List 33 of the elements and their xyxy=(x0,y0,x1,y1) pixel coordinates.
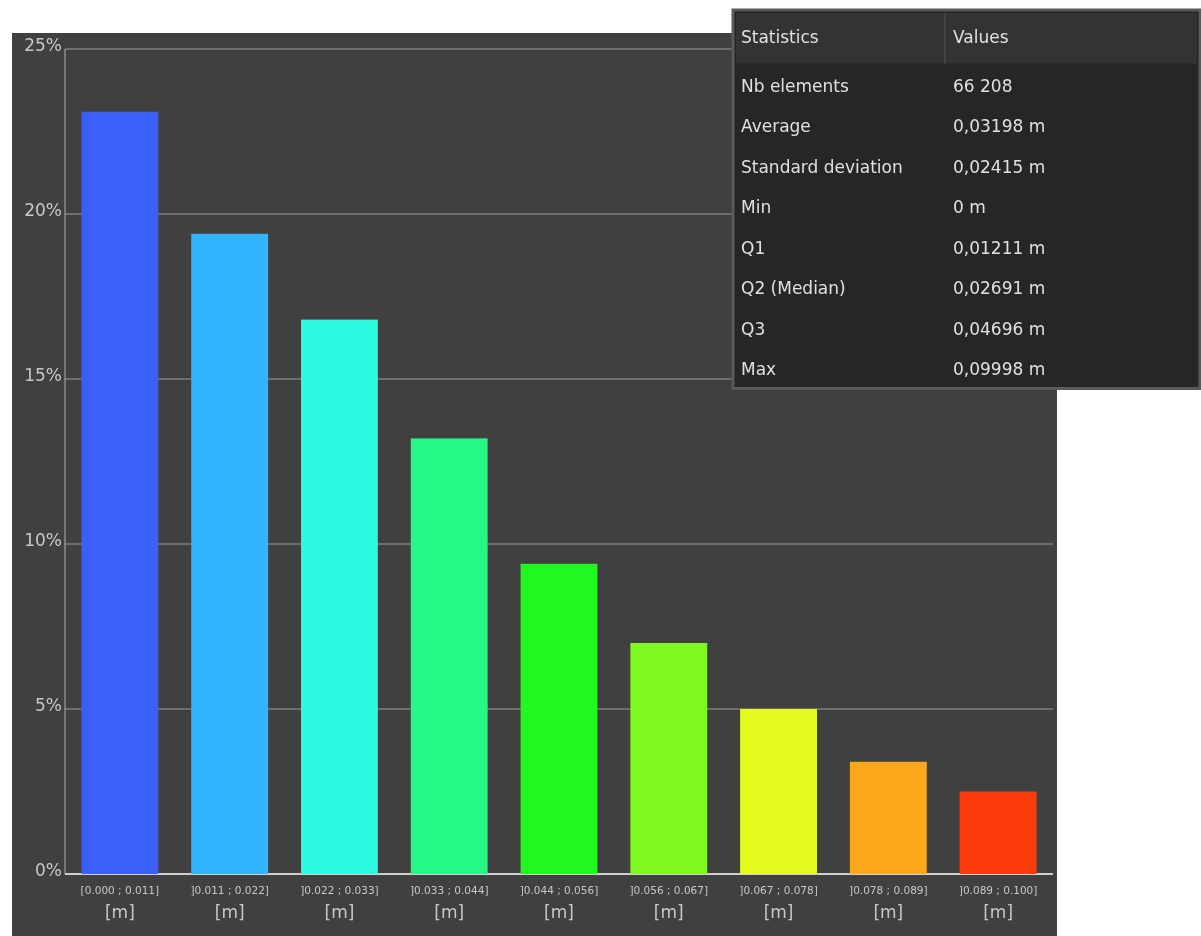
annotation: Q1 xyxy=(741,237,766,258)
annotation: Average xyxy=(741,116,811,136)
annotation: 0,09998 m xyxy=(953,359,1046,379)
annotation: Min xyxy=(741,197,772,217)
y-tick-label: 25% xyxy=(24,34,62,55)
x-tick-label: ]0.067 ; 0.078] [m] xyxy=(739,884,818,922)
annotation: Standard deviation xyxy=(741,156,903,177)
annotation: Nb elements xyxy=(741,75,850,96)
x-tick-label: ]0.044 ; 0.056] [m] xyxy=(519,884,599,922)
annotation: 0,01211 m xyxy=(953,237,1046,258)
x-tick-label: ]0.022 ; 0.033] [m] xyxy=(300,884,379,922)
annotation: Q2 (Median) xyxy=(741,278,846,298)
x-tick-label: ]0.033 ; 0.044] [m] xyxy=(409,884,489,922)
annotation: Q3 xyxy=(741,318,766,339)
annotation: Max xyxy=(741,359,777,379)
annotation: 0,02415 m xyxy=(953,156,1046,177)
annotation: 0,04696 m xyxy=(953,318,1046,339)
y-tick-label: 0% xyxy=(35,859,62,880)
y-tick-label: 10% xyxy=(24,529,62,550)
annotation: 0,02691 m xyxy=(953,278,1046,298)
annotation: 0,03198 m xyxy=(953,116,1046,136)
y-tick-label: 15% xyxy=(24,364,62,385)
y-tick-label: 20% xyxy=(24,199,62,220)
annotation: 66 208 xyxy=(953,75,1013,96)
x-tick-label: ]0.011 ; 0.022] [m] xyxy=(190,884,269,922)
x-tick-label: ]0.078 ; 0.089] [m] xyxy=(849,884,928,922)
text: Statistics xyxy=(741,27,819,47)
x-tick-label: [0.000 ; 0.011] [m] xyxy=(80,884,160,922)
x-tick-label: ]0.089 ; 0.100] [m] xyxy=(958,884,1038,922)
annotation: 0 m xyxy=(953,197,986,217)
text: Values xyxy=(953,27,1009,47)
y-tick-label: 5% xyxy=(35,694,62,715)
x-tick-label: ]0.056 ; 0.067] [m] xyxy=(629,884,709,922)
